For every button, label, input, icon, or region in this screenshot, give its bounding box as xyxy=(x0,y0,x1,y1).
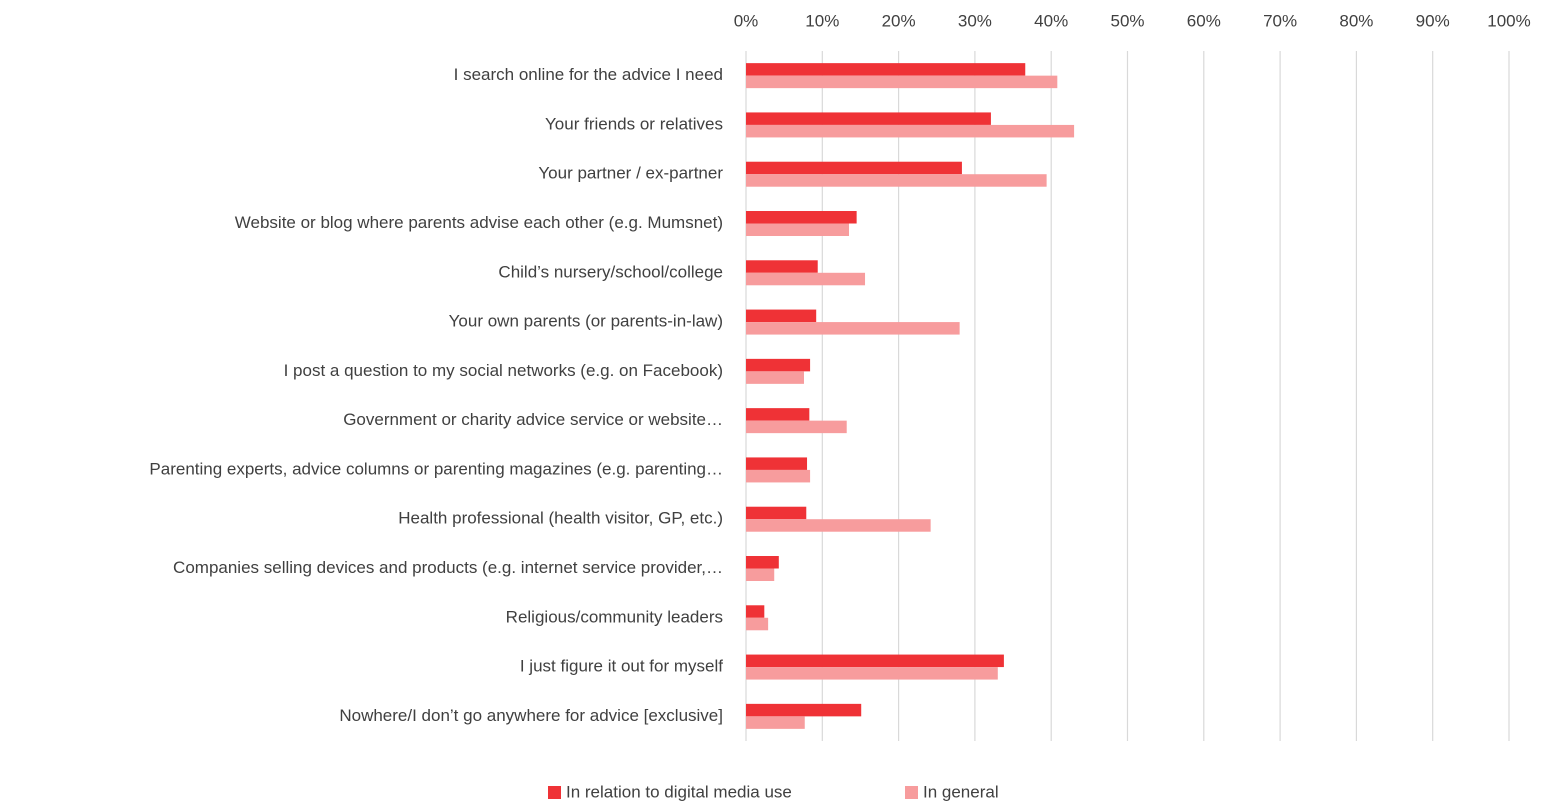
bar xyxy=(746,408,810,421)
bar xyxy=(746,716,805,729)
bar xyxy=(746,174,1047,187)
bar xyxy=(746,272,866,286)
bar xyxy=(746,457,808,470)
bar xyxy=(746,124,1075,138)
x-tick-label: 30% xyxy=(958,11,992,30)
y-tick-label: Nowhere/I don’t go anywhere for advice [… xyxy=(339,706,723,725)
legend-label: In general xyxy=(923,782,999,801)
y-tick-label: Health professional (health visitor, GP,… xyxy=(398,509,723,528)
y-tick-label: Companies selling devices and products (… xyxy=(173,558,723,577)
y-tick-label: Your friends or relatives xyxy=(545,114,723,133)
y-tick-label: Website or blog where parents advise eac… xyxy=(235,213,723,232)
y-tick-label: I search online for the advice I need xyxy=(454,65,723,84)
legend-swatch xyxy=(548,786,561,799)
bar xyxy=(746,260,818,273)
bar xyxy=(746,112,991,125)
y-tick-label: I just figure it out for myself xyxy=(520,657,723,676)
bar xyxy=(746,519,931,532)
bar xyxy=(746,617,769,631)
y-tick-label: I post a question to my social networks … xyxy=(284,361,723,380)
bar xyxy=(746,161,962,175)
bar xyxy=(746,556,779,569)
y-tick-label: Your own parents (or parents-in-law) xyxy=(449,312,723,331)
x-tick-label: 40% xyxy=(1034,11,1068,30)
x-tick-label: 0% xyxy=(734,11,759,30)
legend-label: In relation to digital media use xyxy=(566,782,792,801)
x-tick-label: 80% xyxy=(1339,11,1373,30)
bar xyxy=(746,63,1026,76)
y-tick-label: Government or charity advice service or … xyxy=(343,410,723,429)
bar xyxy=(746,605,765,618)
x-tick-label: 70% xyxy=(1263,11,1297,30)
bar xyxy=(746,358,811,372)
bar xyxy=(746,703,862,717)
bar xyxy=(746,223,850,236)
bar xyxy=(746,309,817,323)
x-tick-label: 20% xyxy=(882,11,916,30)
bar xyxy=(746,469,811,483)
bar xyxy=(746,654,1004,668)
bar xyxy=(746,211,857,224)
x-tick-label: 100% xyxy=(1487,11,1530,30)
y-tick-label: Religious/community leaders xyxy=(506,607,723,626)
y-tick-label: Child’s nursery/school/college xyxy=(498,262,723,281)
bar xyxy=(746,568,775,581)
x-tick-label: 10% xyxy=(805,11,839,30)
bar xyxy=(746,75,1058,89)
y-tick-label: Parenting experts, advice columns or par… xyxy=(149,459,723,478)
bar xyxy=(746,420,847,434)
x-tick-label: 60% xyxy=(1187,11,1221,30)
legend-swatch xyxy=(905,786,918,799)
y-tick-label: Your partner / ex-partner xyxy=(538,164,723,183)
bar xyxy=(746,667,998,680)
bar xyxy=(746,506,807,520)
bar xyxy=(746,371,804,384)
x-tick-label: 50% xyxy=(1110,11,1144,30)
x-tick-label: 90% xyxy=(1416,11,1450,30)
bar xyxy=(746,322,960,335)
